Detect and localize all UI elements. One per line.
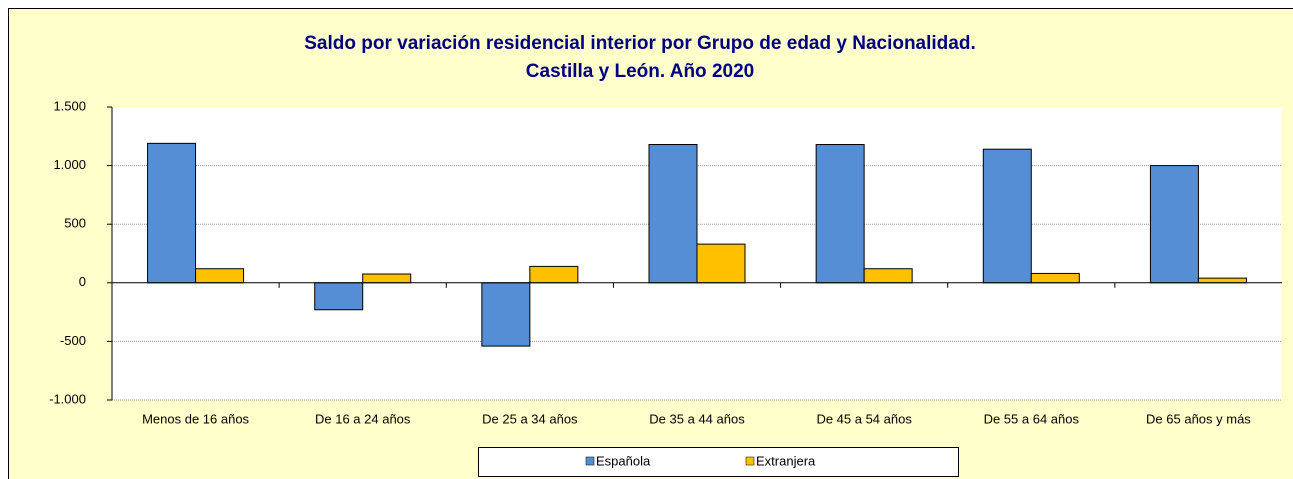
legend-label: Española — [596, 453, 651, 468]
bar — [648, 144, 698, 284]
bar — [529, 265, 579, 284]
y-tick-label: -500 — [60, 333, 86, 348]
bar — [362, 273, 412, 284]
y-tick-label: 1.500 — [53, 98, 86, 113]
legend-swatch — [585, 456, 595, 466]
legend-label: Extranjera — [756, 453, 816, 468]
y-tick-label: 0 — [79, 274, 86, 289]
y-tick-label: 1.000 — [53, 157, 86, 172]
chart-title: Castilla y León. Año 2020 — [526, 61, 754, 82]
bar — [1149, 165, 1199, 284]
x-tick-label: De 35 a 44 años — [649, 411, 745, 426]
bar — [982, 148, 1032, 284]
legend-swatch — [745, 456, 755, 466]
bar — [147, 142, 197, 284]
y-tick-label: -1.000 — [49, 391, 86, 406]
bar — [863, 268, 913, 284]
bar — [314, 282, 364, 311]
bar — [1197, 277, 1247, 284]
bar — [1030, 272, 1080, 284]
legend — [478, 447, 959, 477]
x-tick-label: Menos de 16 años — [142, 411, 249, 426]
bar — [696, 243, 746, 284]
x-tick-label: De 45 a 54 años — [816, 411, 912, 426]
x-tick-label: De 16 a 24 años — [315, 411, 411, 426]
bar — [195, 268, 245, 284]
x-tick-label: De 25 a 34 años — [482, 411, 578, 426]
x-tick-label: De 55 a 64 años — [984, 411, 1080, 426]
chart-title: Saldo por variación residencial interior… — [304, 33, 976, 54]
bar — [815, 144, 865, 284]
bar — [481, 282, 531, 347]
x-tick-label: De 65 años y más — [1146, 411, 1251, 426]
y-tick-label: 500 — [64, 216, 86, 231]
